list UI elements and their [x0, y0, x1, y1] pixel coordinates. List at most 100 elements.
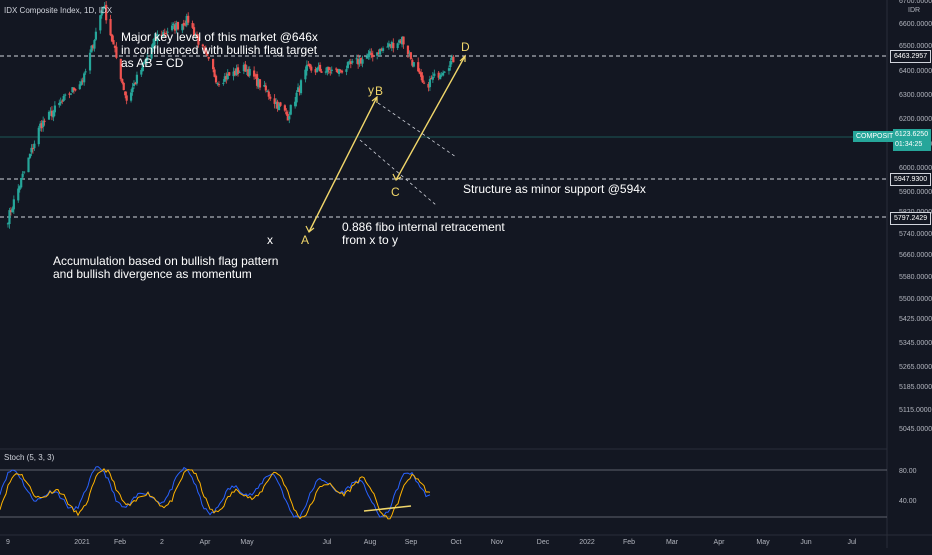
candle-body	[212, 59, 215, 70]
wave-label-x: x	[267, 233, 273, 247]
candle-body	[197, 37, 200, 45]
price-tick-label: 5265.0000	[899, 364, 932, 371]
time-tick-label: May	[756, 539, 770, 546]
candle-body	[316, 67, 319, 72]
candle-body	[406, 45, 410, 55]
candle-body	[443, 71, 446, 73]
candle-body	[72, 87, 76, 91]
price-tick-label: 5740.0000	[899, 231, 932, 238]
candle-body	[150, 48, 153, 59]
wave-label-a: A	[301, 233, 310, 247]
candle-body	[345, 69, 348, 72]
candle-body	[431, 76, 434, 80]
candle-body	[78, 84, 81, 90]
candle-body	[195, 34, 199, 38]
candle-body	[49, 111, 52, 113]
candle-body	[283, 105, 286, 111]
wave-label-c: C	[391, 185, 400, 199]
candle-body	[379, 48, 382, 55]
stoch-tick-label: 80.00	[899, 468, 917, 475]
candle-body	[276, 101, 279, 109]
candle-body	[235, 68, 238, 76]
candle-body	[349, 61, 352, 64]
time-tick-label: 2021	[74, 539, 90, 546]
time-tick-label: Aug	[364, 539, 377, 546]
composite-symbol-label: COMPOSITE	[853, 131, 902, 142]
candle-body	[175, 23, 178, 30]
candle-body	[409, 52, 412, 60]
candle-body	[317, 66, 320, 69]
candle-body	[88, 52, 92, 71]
time-tick-label: Jul	[323, 539, 332, 546]
wave-c-arrowhead	[392, 173, 402, 181]
candle-body	[93, 40, 96, 49]
candle-body	[110, 34, 114, 42]
candle-body	[245, 69, 248, 71]
price-tick-label: 6600.0000	[899, 21, 932, 28]
candle-body	[263, 84, 266, 87]
candle-body	[339, 70, 342, 72]
candle-body	[376, 52, 379, 56]
candle-body	[381, 48, 385, 51]
candle-body	[233, 70, 237, 76]
flag-channel-upper	[377, 102, 457, 158]
candle-body	[222, 82, 225, 84]
candle-body	[124, 91, 127, 96]
candle-body	[135, 74, 139, 84]
wave-ab-arrow	[308, 96, 378, 233]
candle-body	[213, 69, 216, 77]
candle-body	[153, 37, 156, 45]
candle-body	[113, 45, 117, 48]
candle-body	[39, 123, 42, 128]
candle-body	[430, 77, 433, 80]
stoch-title[interactable]: Stoch (5, 3, 3)	[4, 453, 55, 462]
candle-body	[398, 40, 401, 43]
candle-body	[33, 143, 36, 149]
candle-body	[386, 46, 389, 48]
candle-body	[62, 96, 65, 102]
candle-body	[9, 210, 13, 212]
candle-body	[162, 32, 165, 37]
price-tick-label: 5185.0000	[899, 384, 932, 391]
price-tick-label: 6000.0000	[899, 165, 932, 172]
wave-d-arrowhead	[459, 54, 466, 62]
candle-body	[380, 49, 383, 51]
candle-body	[83, 73, 86, 83]
candle-body	[440, 74, 443, 76]
candle-body	[411, 60, 414, 66]
candle-body	[187, 15, 190, 23]
candle-body	[253, 70, 256, 77]
candle-body	[318, 64, 322, 72]
candle-body	[99, 15, 102, 31]
candle-body	[207, 56, 210, 59]
candle-body	[223, 76, 226, 82]
price-tick-label: 5425.0000	[899, 316, 932, 323]
candle-body	[335, 68, 338, 70]
candle-body	[192, 27, 196, 36]
candle-body	[154, 37, 158, 41]
candle-body	[402, 36, 405, 45]
time-tick-label: Feb	[623, 539, 635, 546]
wave-b-arrowhead	[371, 95, 378, 103]
candle-body	[371, 54, 374, 58]
candle-body	[163, 32, 166, 34]
candle-body	[225, 75, 228, 80]
stoch-k-line	[0, 466, 431, 518]
candle-body	[254, 75, 257, 77]
candle-body	[370, 52, 373, 55]
annotation-fibo: 0.886 fibo internal retracement from x t…	[342, 220, 505, 247]
candle-body	[50, 110, 54, 117]
candle-body	[12, 199, 15, 210]
candle-body	[112, 40, 115, 45]
candle-body	[255, 74, 259, 86]
symbol-title[interactable]: IDX Composite Index, 1D, IDX	[4, 6, 113, 15]
candle-body	[244, 64, 247, 72]
candle-body	[100, 10, 103, 16]
candle-body	[326, 66, 329, 73]
time-tick-label: Apr	[200, 539, 212, 546]
candle-body	[143, 62, 146, 64]
candle-body	[194, 35, 197, 37]
candle-body	[242, 64, 245, 72]
